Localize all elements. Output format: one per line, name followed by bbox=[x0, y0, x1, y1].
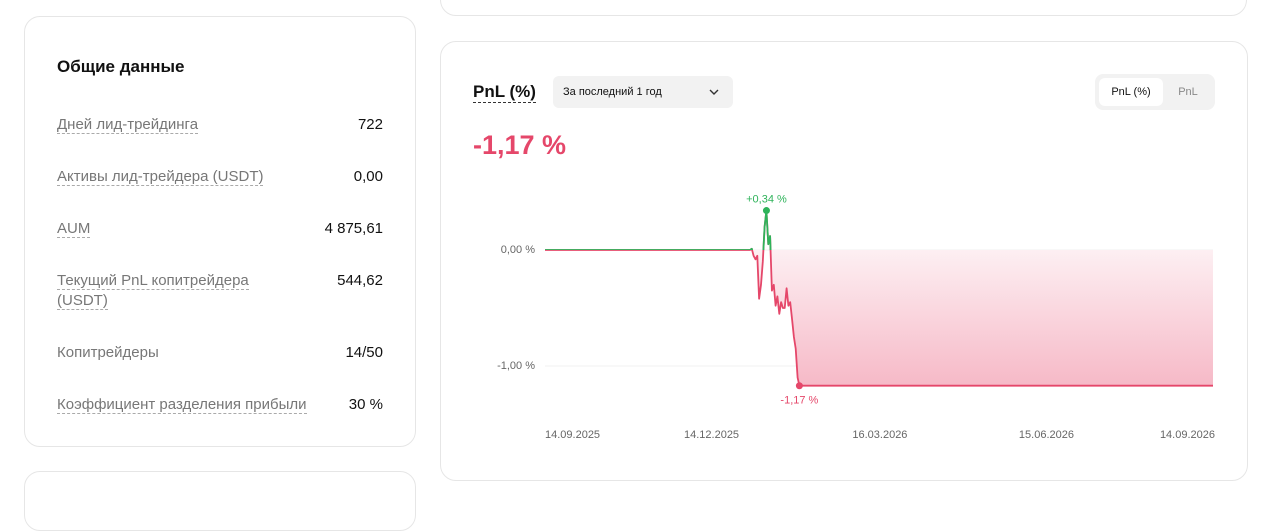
row-label: Копитрейдеры bbox=[57, 344, 159, 361]
tab[interactable]: PnL bbox=[1178, 86, 1198, 98]
current-value: -1,17 % bbox=[473, 130, 567, 160]
row-value: 14/50 bbox=[345, 344, 383, 361]
row-value: 0,00 bbox=[353, 168, 383, 185]
tab-group: PnL (%) PnL bbox=[1095, 74, 1215, 110]
x-tick-label: 16.03.2026 bbox=[852, 429, 907, 441]
chevron bbox=[709, 89, 719, 95]
annotation: +0,34 % bbox=[746, 193, 787, 205]
row-label: Текущий PnL копитрейдера (USDT) bbox=[57, 272, 249, 310]
tab[interactable]: PnL (%) bbox=[1099, 78, 1163, 106]
y-tick-label: -1,00 % bbox=[497, 360, 535, 372]
summary-card: Общие данные Дней лид-трейдинга 722 Актив… bbox=[24, 16, 416, 447]
row-label: Активы лид-трейдера (USDT) bbox=[57, 168, 264, 186]
extreme-point bbox=[762, 207, 770, 215]
row-value: 722 bbox=[357, 116, 383, 133]
line bbox=[545, 209, 1213, 387]
summary-row: AUM 4 875,61 bbox=[57, 219, 383, 239]
period-label: За последний 1 год bbox=[563, 86, 662, 98]
x-tick-label: 14.09.2025 bbox=[545, 429, 600, 441]
row-label: AUM bbox=[57, 220, 91, 238]
summary-row: Копитрейдеры 14/50 bbox=[57, 343, 383, 363]
annotation: -1,17 % bbox=[780, 395, 818, 407]
x-tick-label: 15.06.2026 bbox=[1019, 429, 1074, 441]
period-dropdown[interactable]: За последний 1 год bbox=[553, 76, 733, 108]
summary-row: Текущий PnL копитрейдера (USDT) 544,62 bbox=[57, 271, 383, 311]
row-value: 544,62 bbox=[337, 272, 383, 289]
row-value: 30 % bbox=[348, 396, 383, 413]
x-tick-label: 14.12.2025 bbox=[684, 429, 739, 441]
page: Общие данные Дней лид-трейдинга 722 Актив… bbox=[24, 0, 1248, 531]
y-tick-label: 0,00 % bbox=[501, 244, 535, 256]
row-label: Коэффициент разделения прибыли bbox=[57, 396, 307, 414]
chart: 0,00 % -1,00 % 14.09.2025 14.12.2025 16.03.2… bbox=[497, 193, 1215, 441]
row-value: 4 875,61 bbox=[324, 220, 383, 237]
extreme-point bbox=[795, 382, 803, 390]
summary-row: Коэффициент разделения прибыли 30 % bbox=[57, 395, 383, 415]
summary-title: Общие данные bbox=[57, 57, 185, 76]
summary-row: Дней лид-трейдинга 722 bbox=[57, 115, 383, 135]
x-tick-label: 14.09.2026 bbox=[1160, 429, 1215, 441]
row-label: Дней лид-трейдинга bbox=[57, 116, 199, 134]
area bbox=[545, 250, 1213, 386]
pnl-title[interactable]: PnL (%) bbox=[473, 82, 536, 103]
summary-row: Активы лид-трейдера (USDT) 0,00 bbox=[57, 167, 383, 187]
